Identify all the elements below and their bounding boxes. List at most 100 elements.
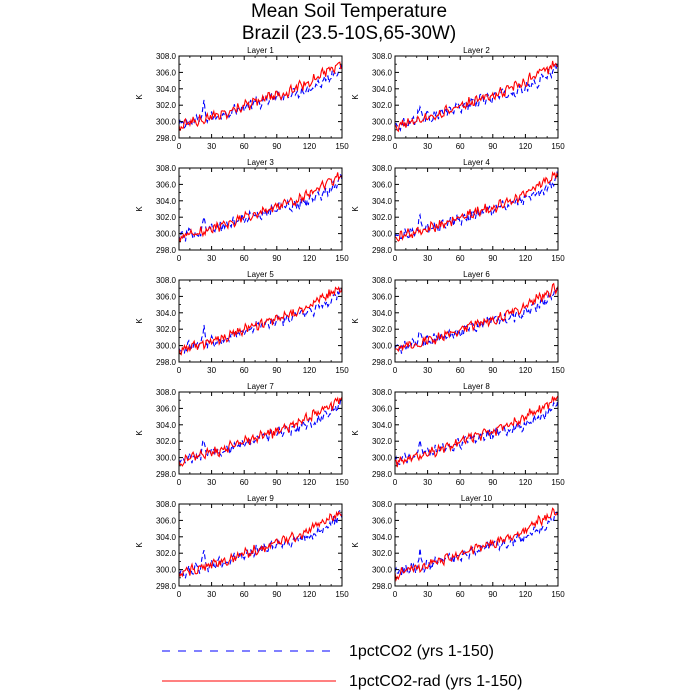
series-line-1pctCO2-rad xyxy=(178,61,343,131)
y-tick-label: 304.0 xyxy=(156,533,177,542)
y-tick-label: 308.0 xyxy=(372,500,393,509)
x-tick-label: 30 xyxy=(423,254,432,263)
y-tick-label: 300.0 xyxy=(372,454,393,463)
y-tick-label: 302.0 xyxy=(372,549,393,558)
y-tick-label: 304.0 xyxy=(372,421,393,430)
panel-title: Layer 9 xyxy=(247,494,274,503)
x-tick-label: 60 xyxy=(456,478,465,487)
x-tick-label: 60 xyxy=(240,478,249,487)
x-tick-label: 0 xyxy=(177,254,182,263)
x-tick-label: 90 xyxy=(272,142,281,151)
series-line-1pctCO2 xyxy=(394,287,559,354)
x-tick-label: 60 xyxy=(240,366,249,375)
x-tick-label: 120 xyxy=(519,366,533,375)
plot-frame xyxy=(178,167,343,251)
x-tick-label: 120 xyxy=(519,254,533,263)
series-line-1pctCO2-rad xyxy=(395,282,559,353)
x-tick-label: 120 xyxy=(303,478,317,487)
series-line-1pctCO2-rad xyxy=(178,285,343,356)
panel-layer-4: Layer 4 K 0 30 60 90 120 150 298.0 300.0 302.0 304.… xyxy=(351,158,565,263)
plot-frame xyxy=(394,279,559,363)
x-tick-label: 150 xyxy=(551,254,565,263)
y-tick-label: 306.0 xyxy=(372,404,393,413)
x-tick-label: 30 xyxy=(423,142,432,151)
series-line-1pctCO2 xyxy=(178,173,343,242)
y-axis-label: K xyxy=(135,206,144,212)
x-tick-label: 0 xyxy=(393,590,398,599)
panel-layer-1: Layer 1 K 0 30 60 90 120 150 298.0 300.0 302.0 304.… xyxy=(135,46,349,151)
x-tick-label: 30 xyxy=(423,478,432,487)
y-tick-label: 300.0 xyxy=(372,566,393,575)
panel-layer-8: Layer 8 K 0 30 60 90 120 150 298.0 300.0 302.0 304.… xyxy=(351,382,565,487)
y-tick-label: 300.0 xyxy=(156,230,177,239)
x-tick-label: 90 xyxy=(272,254,281,263)
y-tick-label: 306.0 xyxy=(372,292,393,301)
y-axis-label: K xyxy=(135,94,144,100)
figure-title-line1: Mean Soil Temperature xyxy=(251,1,447,22)
x-tick-label: 0 xyxy=(177,590,182,599)
panel-title: Layer 5 xyxy=(247,270,274,279)
y-tick-label: 308.0 xyxy=(372,276,393,285)
y-tick-label: 298.0 xyxy=(372,358,393,367)
panel-layer-9: Layer 9 K 0 30 60 90 120 150 298.0 300.0 302.0 304.… xyxy=(135,494,349,599)
x-tick-label: 30 xyxy=(423,590,432,599)
x-tick-label: 60 xyxy=(456,254,465,263)
y-axis-label: K xyxy=(135,318,144,324)
panel-layer-10: Layer 10 K 0 30 60 90 120 150 298.0 300.0 302.0 304… xyxy=(351,494,565,599)
y-tick-label: 308.0 xyxy=(372,52,393,61)
y-tick-label: 308.0 xyxy=(156,500,177,509)
x-tick-label: 60 xyxy=(456,366,465,375)
y-tick-label: 308.0 xyxy=(372,164,393,173)
series-line-1pctCO2-rad xyxy=(178,510,343,578)
panel-grid: Layer 1 K 0 30 60 90 120 150 298.0 300.0 302.0 304.… xyxy=(135,46,565,599)
legend-label-1pctCO2: 1pctCO2 (yrs 1-150) xyxy=(349,643,494,660)
x-tick-label: 30 xyxy=(207,142,216,151)
x-tick-label: 30 xyxy=(207,590,216,599)
y-tick-label: 304.0 xyxy=(372,533,393,542)
y-tick-label: 302.0 xyxy=(372,437,393,446)
y-tick-label: 308.0 xyxy=(156,164,177,173)
x-tick-label: 60 xyxy=(456,142,465,151)
x-tick-label: 60 xyxy=(240,590,249,599)
x-tick-label: 30 xyxy=(207,366,216,375)
series-line-1pctCO2-rad xyxy=(394,395,559,468)
series-line-1pctCO2 xyxy=(394,397,559,466)
y-tick-label: 306.0 xyxy=(372,180,393,189)
y-tick-label: 300.0 xyxy=(156,342,177,351)
series-line-1pctCO2-rad xyxy=(394,507,559,582)
panel-layer-3: Layer 3 K 0 30 60 90 120 150 298.0 300.0 302.0 304.… xyxy=(135,158,349,263)
x-tick-label: 150 xyxy=(335,590,349,599)
panel-title: Layer 6 xyxy=(463,270,490,279)
y-axis-label: K xyxy=(351,206,360,212)
x-tick-label: 0 xyxy=(177,478,182,487)
panel-layer-7: Layer 7 K 0 30 60 90 120 150 298.0 300.0 302.0 304.… xyxy=(135,382,349,487)
x-tick-label: 0 xyxy=(177,366,182,375)
series-line-1pctCO2 xyxy=(394,170,559,240)
x-tick-label: 90 xyxy=(272,366,281,375)
series-line-1pctCO2 xyxy=(394,63,559,132)
y-tick-label: 308.0 xyxy=(156,276,177,285)
y-tick-label: 302.0 xyxy=(372,101,393,110)
y-axis-label: K xyxy=(351,430,360,436)
series-line-1pctCO2 xyxy=(394,511,559,576)
y-tick-label: 302.0 xyxy=(372,213,393,222)
x-tick-label: 120 xyxy=(303,142,317,151)
x-tick-label: 150 xyxy=(551,590,565,599)
x-tick-label: 150 xyxy=(335,366,349,375)
plot-frame xyxy=(178,503,343,587)
y-tick-label: 300.0 xyxy=(372,230,393,239)
x-tick-label: 120 xyxy=(303,254,317,263)
y-tick-label: 306.0 xyxy=(156,516,177,525)
x-tick-label: 0 xyxy=(393,142,398,151)
y-tick-label: 298.0 xyxy=(372,582,393,591)
y-tick-label: 302.0 xyxy=(156,437,177,446)
y-axis-label: K xyxy=(135,430,144,436)
x-tick-label: 0 xyxy=(393,366,398,375)
y-axis-label: K xyxy=(135,542,144,548)
y-tick-label: 304.0 xyxy=(372,309,393,318)
y-tick-label: 304.0 xyxy=(156,421,177,430)
y-tick-label: 308.0 xyxy=(156,52,177,61)
panel-title: Layer 7 xyxy=(247,382,274,391)
y-tick-label: 300.0 xyxy=(372,118,393,127)
